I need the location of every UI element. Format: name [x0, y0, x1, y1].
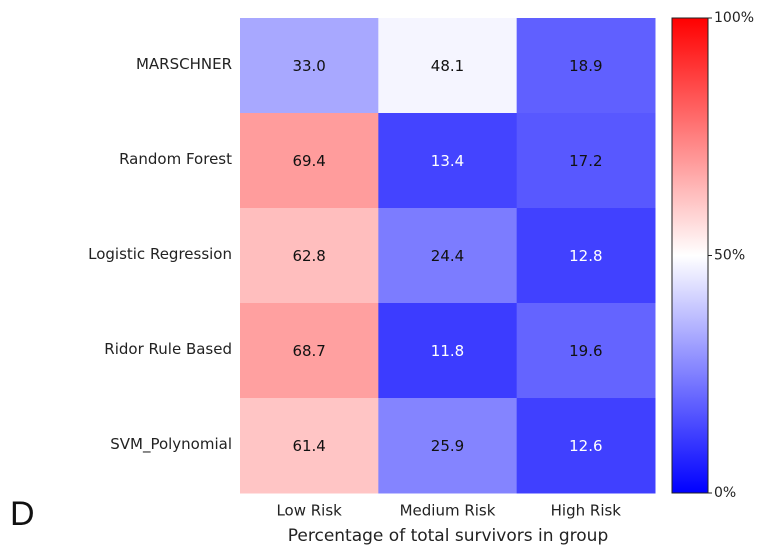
heatmap-cell	[240, 303, 379, 399]
x-axis-label: Percentage of total survivors in group	[288, 526, 609, 546]
cell-label: 24.4	[431, 247, 464, 265]
y-tick-label: Random Forest	[119, 150, 232, 168]
heatmap-cell	[378, 18, 518, 114]
y-tick-label: SVM_Polynomial	[110, 435, 232, 454]
heatmap-cell	[240, 18, 379, 114]
cell-label: 11.8	[431, 342, 464, 360]
cell-label: 48.1	[431, 57, 464, 75]
x-tick-label: Medium Risk	[400, 502, 496, 520]
cell-label: 68.7	[292, 342, 325, 360]
cell-label: 19.6	[569, 342, 602, 360]
colorbar-tick-label: 0%	[714, 485, 736, 501]
cell-label: 13.4	[431, 152, 464, 170]
heatmap-cell	[516, 303, 656, 399]
heatmap-cell	[516, 208, 656, 304]
colorbar-tick-label: 50%	[714, 248, 745, 264]
cell-label: 18.9	[569, 57, 602, 75]
y-tick-label: Ridor Rule Based	[104, 340, 232, 358]
colorbar	[671, 17, 709, 494]
cell-label: 61.4	[292, 437, 325, 455]
cell-label: 12.6	[569, 437, 602, 455]
cell-label: 33.0	[292, 57, 325, 75]
heatmap-cell	[240, 113, 379, 209]
heatmap-cell	[240, 398, 379, 494]
heatmap-cell	[378, 303, 518, 399]
cell-label: 12.8	[569, 247, 602, 265]
cell-label: 25.9	[431, 437, 464, 455]
heatmap-cell	[378, 113, 518, 209]
x-tick-label: Low Risk	[276, 502, 342, 520]
cell-label: 62.8	[292, 247, 325, 265]
panel-label: D	[10, 495, 35, 533]
heatmap-cell	[240, 208, 379, 304]
heatmap-cell	[516, 18, 656, 114]
colorbar-tick-label: 100%	[714, 10, 754, 26]
heatmap-cell	[516, 113, 656, 209]
cell-label: 17.2	[569, 152, 602, 170]
heatmap-cell	[516, 398, 656, 494]
heatmap-cell	[378, 398, 518, 494]
heatmap-cell	[378, 208, 518, 304]
y-tick-label: MARSCHNER	[136, 55, 232, 73]
x-tick-label: High Risk	[551, 502, 622, 520]
cell-label: 69.4	[292, 152, 325, 170]
y-tick-label: Logistic Regression	[88, 245, 232, 263]
